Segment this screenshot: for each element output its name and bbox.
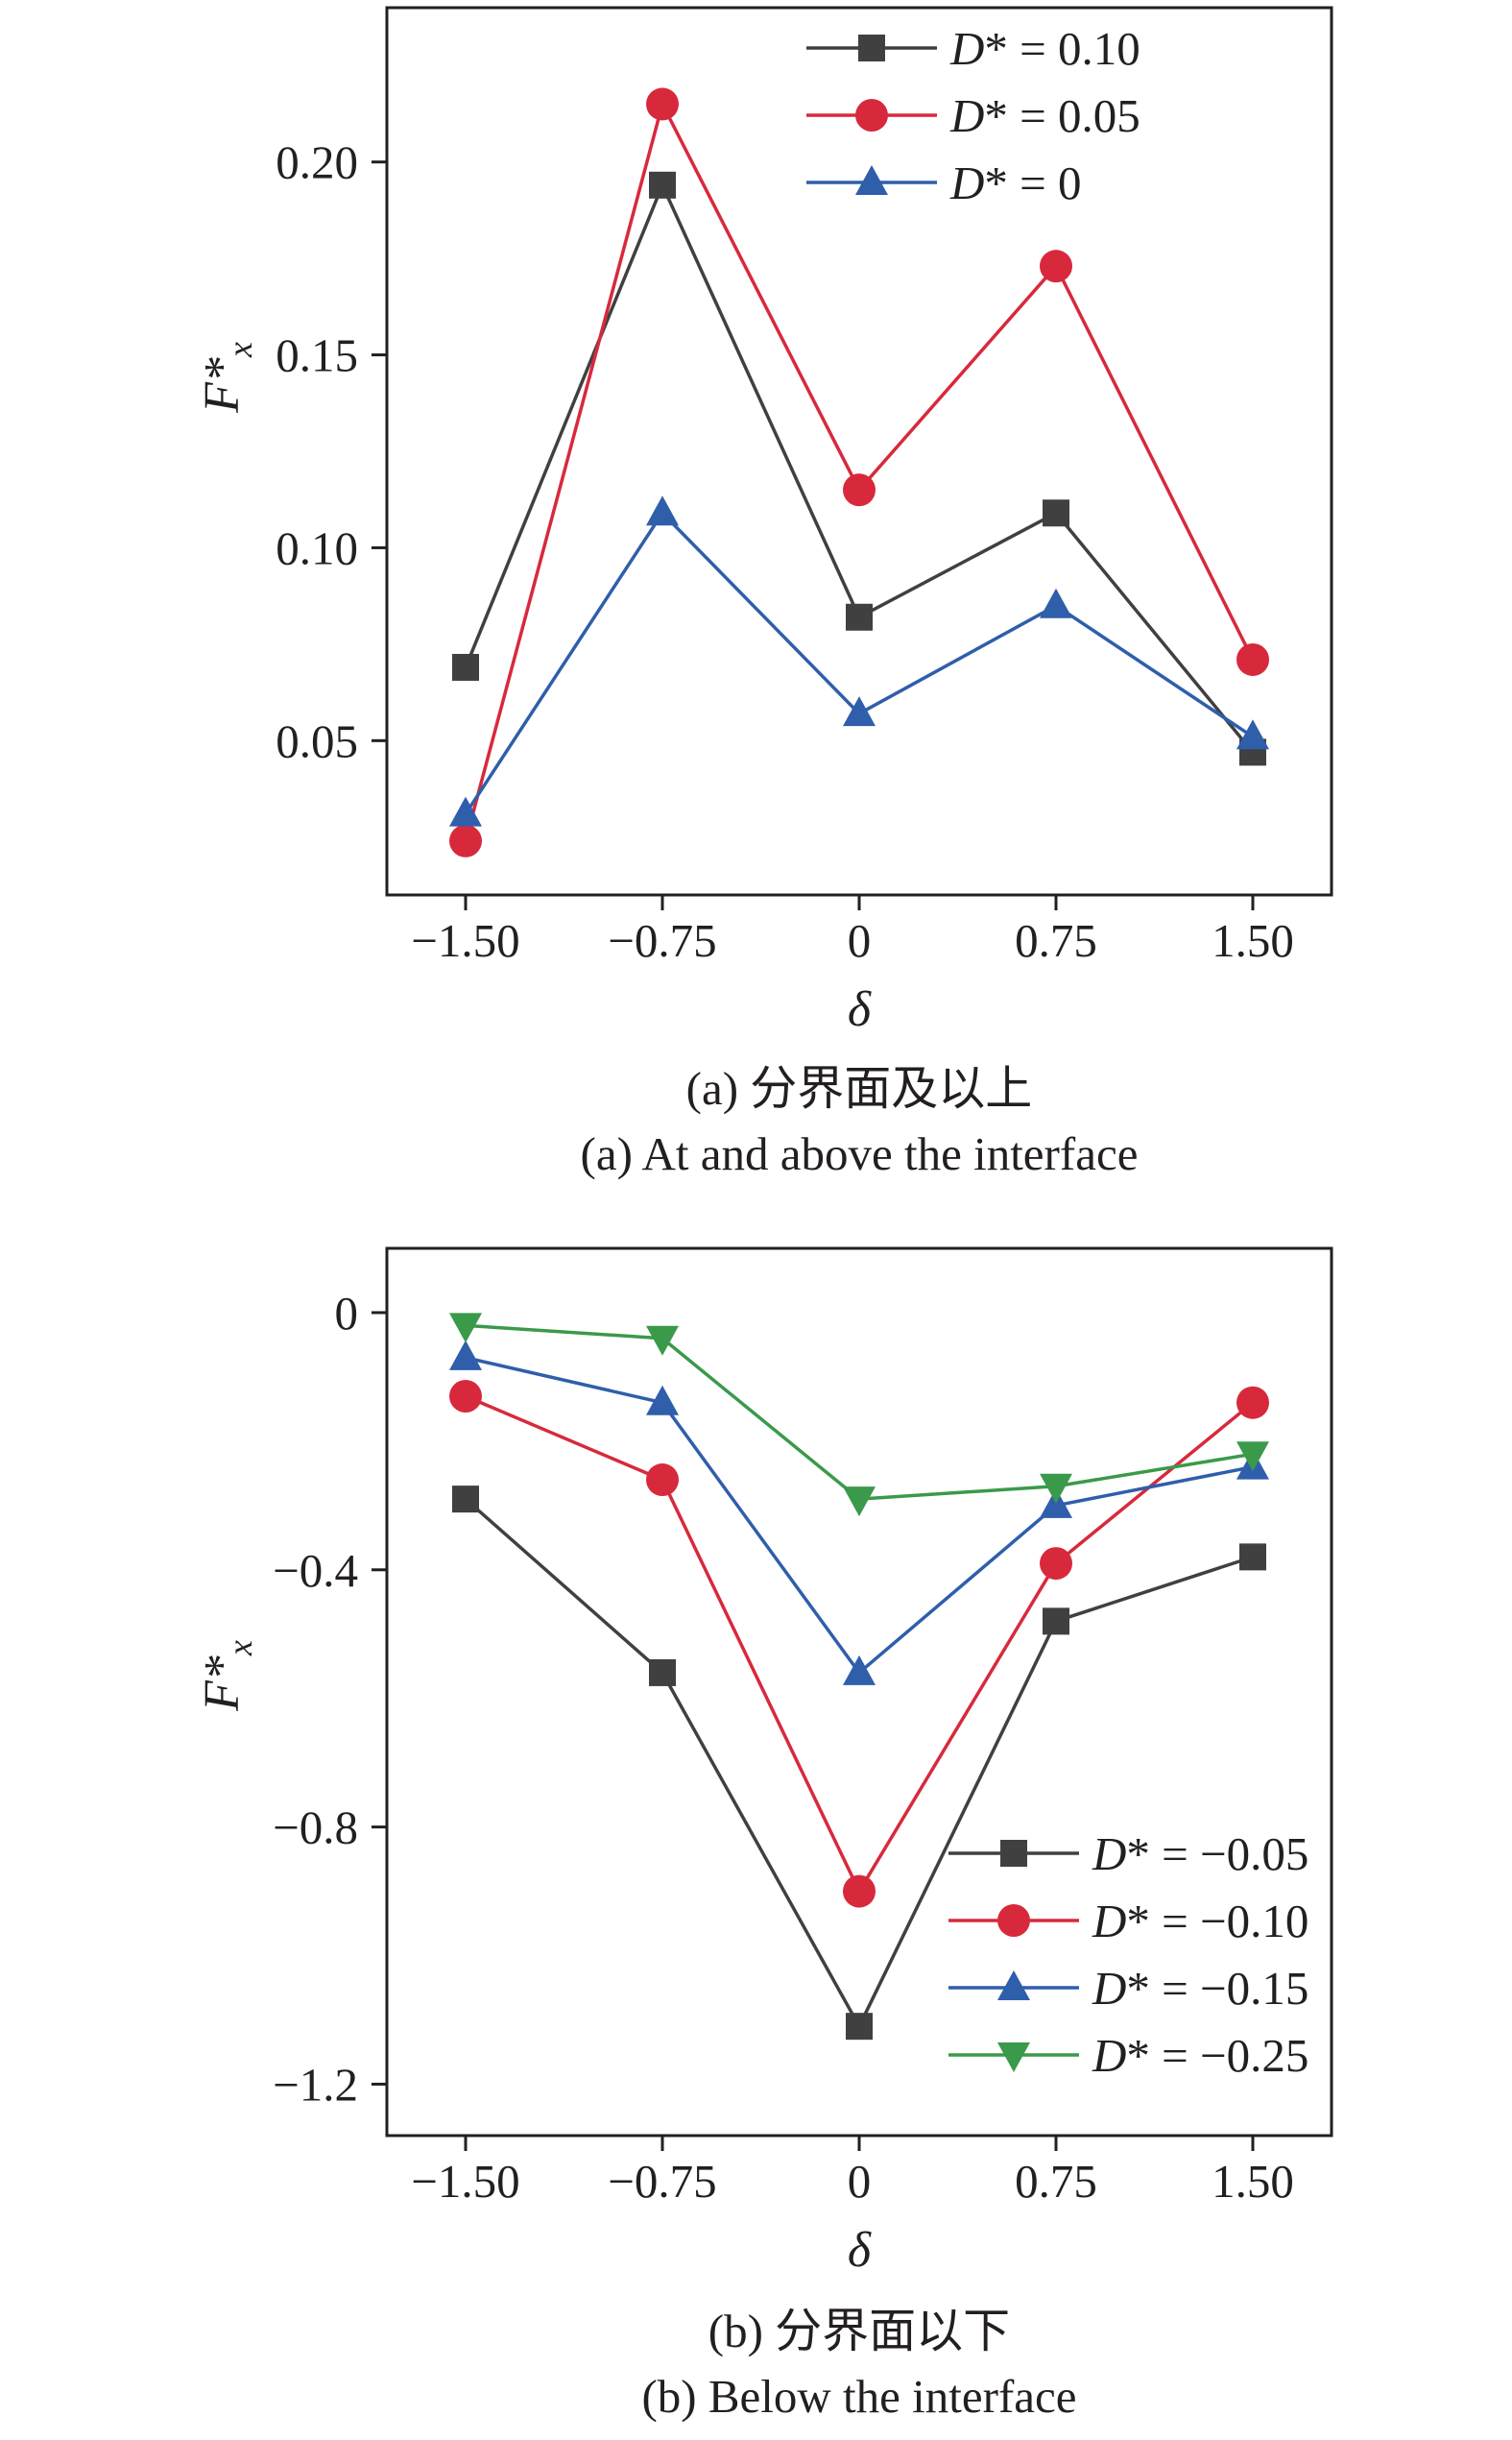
series-line-2 xyxy=(464,102,1255,842)
data-point-series-2 xyxy=(1040,1547,1072,1581)
chart-b: −1.50 −0.75 0 0.75 1.50 −1.2 −0.8 −0.4 0 D* = −0… xyxy=(195,1246,1333,2423)
legend-label: D* = −0.15 xyxy=(1092,1962,1308,2015)
data-point-series-3 xyxy=(1040,588,1072,618)
y-axis-label: F*x xyxy=(195,1640,259,1712)
x-axis-label: δ xyxy=(848,982,872,1037)
y-tick-label: 0 xyxy=(335,1287,359,1340)
y-tick-label: −0.8 xyxy=(273,1801,358,1854)
data-point-series-4 xyxy=(1040,1473,1072,1504)
data-point-series-1 xyxy=(649,1658,676,1686)
legend-marker xyxy=(855,165,888,195)
caption-en: (b) Below the interface xyxy=(641,2370,1076,2423)
data-point-series-3 xyxy=(646,495,679,526)
legend: D* = 0.10 D* = 0.05 D* = 0 xyxy=(806,22,1140,209)
series-line-3 xyxy=(464,511,1254,815)
y-axis-label: F*x xyxy=(195,342,259,414)
y-tick-label: 0.10 xyxy=(276,521,358,574)
data-point-series-4 xyxy=(843,1486,876,1517)
plot-area-frame xyxy=(385,6,1333,897)
legend-marker xyxy=(997,2042,1030,2072)
y-axis-label-main: F* xyxy=(195,1655,250,1712)
legend-marker xyxy=(997,1904,1030,1937)
data-point-series-4 xyxy=(646,1325,679,1356)
data-point-series-2 xyxy=(1040,250,1072,283)
data-point-series-1 xyxy=(452,1486,479,1513)
legend-label: D* = 0 xyxy=(949,157,1082,209)
x-tick-label: 0 xyxy=(848,2155,872,2208)
axes-ticks: −1.50 −0.75 0 0.75 1.50 −1.2 −0.8 −0.4 0 xyxy=(273,1287,1294,2208)
y-tick-label: 0.20 xyxy=(276,136,358,189)
data-point-series-2 xyxy=(843,1874,876,1908)
y-tick-label: −1.2 xyxy=(273,2058,358,2111)
y-tick-label: 0.15 xyxy=(276,329,358,382)
data-point-series-1 xyxy=(1043,499,1069,527)
data-point-series-2 xyxy=(1236,1386,1269,1419)
data-point-series-3 xyxy=(843,1655,876,1685)
axes-ticks: −1.50 −0.75 0 0.75 1.50 0.05 0.10 0.15 0.20 xyxy=(276,136,1294,967)
y-axis-label-subscript: x xyxy=(221,342,259,358)
data-point-series-1 xyxy=(1239,1543,1266,1571)
legend-label: D* = 0.05 xyxy=(949,89,1140,142)
series-lines xyxy=(449,87,1269,858)
data-point-series-1 xyxy=(1043,1607,1069,1635)
legend-label: D* = −0.10 xyxy=(1092,1895,1308,1947)
legend-label: D* = −0.05 xyxy=(1092,1827,1308,1880)
x-tick-label: 1.50 xyxy=(1212,914,1294,967)
legend-marker xyxy=(858,35,885,61)
data-point-series-2 xyxy=(646,1463,679,1497)
legend-marker xyxy=(997,1970,1030,2000)
series-lines xyxy=(449,1313,1269,2041)
legend-label: D* = −0.25 xyxy=(1092,2029,1308,2082)
x-tick-label: −1.50 xyxy=(411,2155,519,2208)
caption-cn: (a) 分界面及以上 xyxy=(686,1062,1033,1115)
legend-marker xyxy=(1000,1840,1027,1867)
series-line-1 xyxy=(464,183,1255,754)
data-point-series-1 xyxy=(846,2013,873,2041)
data-point-series-3 xyxy=(646,1385,679,1415)
data-point-series-4 xyxy=(1236,1441,1269,1472)
series-line-4 xyxy=(465,1323,1254,1501)
x-tick-label: 1.50 xyxy=(1212,2155,1294,2208)
series-line-2 xyxy=(465,1394,1255,1894)
y-axis-label-main: F* xyxy=(195,357,250,414)
chart-a: −1.50 −0.75 0 0.75 1.50 0.05 0.10 0.15 0.20 D* =… xyxy=(195,6,1333,1180)
data-point-series-2 xyxy=(449,824,482,858)
data-point-series-2 xyxy=(646,87,679,121)
data-point-series-2 xyxy=(1236,642,1269,676)
y-tick-label: −0.4 xyxy=(273,1544,358,1597)
data-point-series-4 xyxy=(449,1313,482,1343)
data-point-series-1 xyxy=(649,171,676,199)
data-point-series-2 xyxy=(449,1380,482,1413)
x-axis-label: δ xyxy=(848,2223,872,2278)
x-tick-label: 0.75 xyxy=(1015,2155,1097,2208)
x-tick-label: 0 xyxy=(848,914,872,967)
data-point-series-2 xyxy=(843,473,876,507)
legend-label: D* = 0.10 xyxy=(949,22,1140,75)
x-tick-label: −0.75 xyxy=(608,2155,716,2208)
data-point-series-3 xyxy=(449,796,482,827)
x-tick-label: 0.75 xyxy=(1015,914,1097,967)
x-tick-label: −0.75 xyxy=(608,914,716,967)
legend-marker xyxy=(855,99,888,132)
data-point-series-3 xyxy=(843,696,876,727)
caption-cn: (b) 分界面以下 xyxy=(708,2305,1010,2357)
caption-en: (a) At and above the interface xyxy=(581,1127,1139,1180)
legend: D* = −0.05 D* = −0.10 D* = −0.15 D* = −0.25 xyxy=(948,1827,1308,2082)
data-point-series-3 xyxy=(1236,719,1269,750)
y-tick-label: 0.05 xyxy=(276,714,358,767)
x-tick-label: −1.50 xyxy=(411,914,519,967)
data-point-series-1 xyxy=(846,603,873,631)
data-point-series-3 xyxy=(449,1340,482,1370)
y-axis-label-subscript: x xyxy=(221,1640,259,1656)
data-point-series-1 xyxy=(452,653,479,681)
